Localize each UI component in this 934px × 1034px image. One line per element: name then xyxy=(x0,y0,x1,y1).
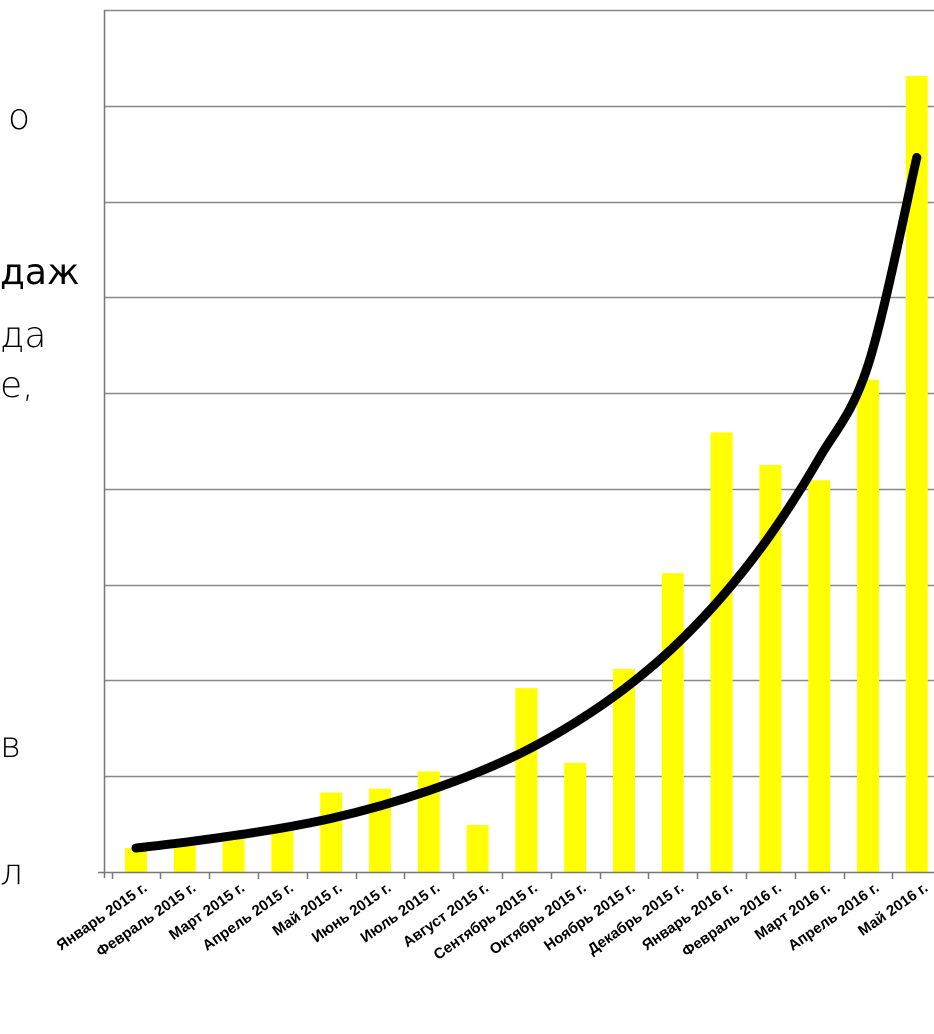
bar xyxy=(173,846,196,872)
bar xyxy=(222,837,245,872)
side-text-fragment: е, xyxy=(0,368,34,404)
side-text-fragment: даж xyxy=(0,255,80,291)
bar xyxy=(125,848,147,872)
bar xyxy=(515,688,538,872)
bar xyxy=(808,480,831,872)
bar xyxy=(613,668,635,872)
bar xyxy=(271,828,294,872)
x-tick-labels: Январь 2015 г.Февраль 2015 г.Март 2015 г… xyxy=(54,879,932,963)
bar xyxy=(564,762,587,872)
bar xyxy=(661,573,684,872)
axes xyxy=(98,10,934,879)
bar xyxy=(905,76,928,872)
bar xyxy=(857,379,879,872)
bar xyxy=(710,432,733,872)
side-text-fragment: в xyxy=(0,728,22,764)
side-text-fragment: да xyxy=(0,318,47,354)
bar xyxy=(759,464,782,872)
gridlines xyxy=(104,9,934,778)
side-text-fragment: л xyxy=(0,855,20,891)
trendline-group xyxy=(131,152,922,853)
side-text-fragment: о xyxy=(7,100,30,136)
bars xyxy=(125,76,928,872)
bar xyxy=(320,792,343,872)
trendline xyxy=(131,152,922,853)
bar xyxy=(466,825,489,872)
